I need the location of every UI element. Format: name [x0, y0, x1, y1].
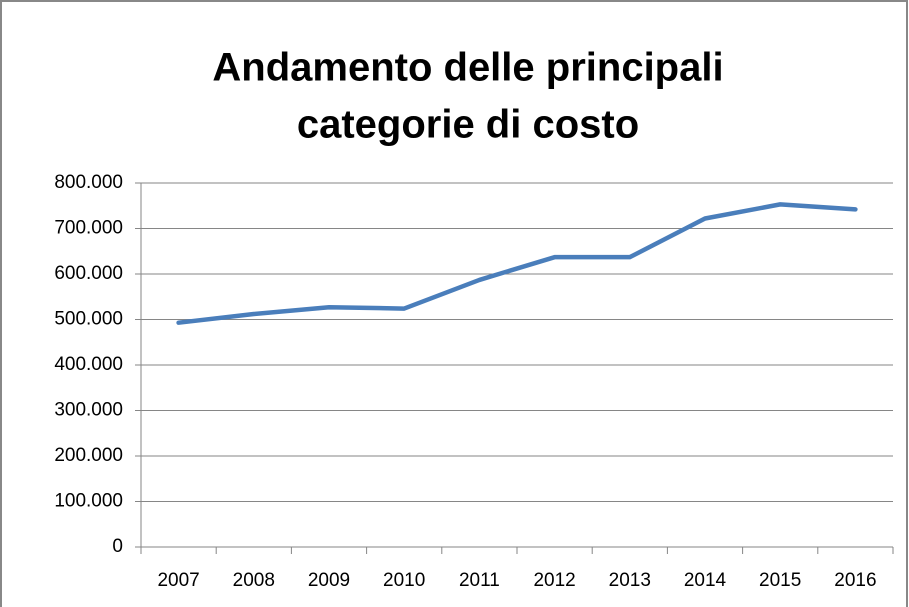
- y-tick-label: 400.000: [54, 354, 123, 375]
- y-tick-label: 0: [112, 536, 123, 557]
- x-tick-label: 2008: [233, 570, 275, 591]
- chart-title: Andamento delle principali: [212, 46, 723, 90]
- x-tick-label: 2011: [459, 570, 500, 591]
- x-tick-label: 2013: [609, 570, 651, 591]
- chart-title: categorie di costo: [297, 103, 639, 147]
- y-tick-label: 700.000: [54, 218, 123, 239]
- x-tick-label: 2015: [759, 570, 801, 591]
- y-tick-label: 300.000: [54, 400, 123, 421]
- y-tick-label: 500.000: [54, 309, 123, 330]
- data-line: [176, 202, 858, 325]
- x-tick-label: 2009: [308, 570, 350, 591]
- x-tick-label: 2016: [834, 570, 876, 591]
- x-tick-label: 2014: [684, 570, 727, 591]
- x-tick-label: 2012: [533, 570, 575, 591]
- x-tick-label: 2010: [383, 570, 425, 591]
- y-tick-label: 600.000: [54, 263, 123, 284]
- y-tick-label: 100.000: [54, 491, 123, 512]
- y-tick-label: 800.000: [54, 172, 123, 193]
- x-tick-label: 2007: [157, 570, 199, 591]
- y-tick-label: 200.000: [54, 445, 123, 466]
